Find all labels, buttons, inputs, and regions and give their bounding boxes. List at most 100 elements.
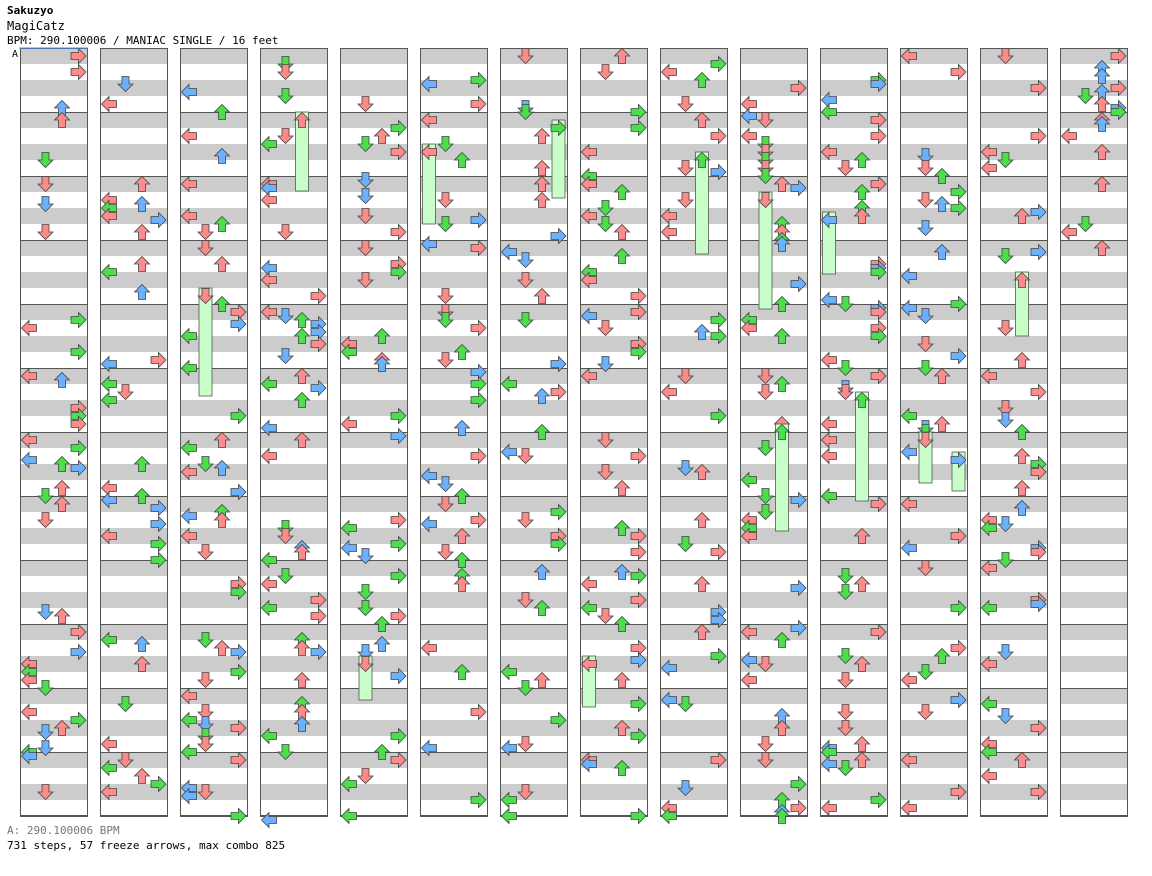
beat-stripe <box>260 784 328 800</box>
beat-stripe <box>740 80 808 96</box>
beat-stripe <box>260 272 328 288</box>
beat-stripe <box>740 400 808 416</box>
column-border <box>900 48 968 816</box>
beat-stripe <box>660 528 728 544</box>
beat-stripe <box>100 624 168 640</box>
beat-stripe <box>740 464 808 480</box>
step-arrow-left <box>981 768 997 784</box>
step-arrow-up <box>214 640 230 656</box>
beat-stripe <box>260 496 328 512</box>
beat-stripe <box>260 624 328 640</box>
beat-stripe <box>820 784 888 800</box>
beat-stripe <box>1060 80 1128 96</box>
step-arrow-right <box>790 800 807 816</box>
beat-stripe <box>180 176 248 192</box>
beat-stripe <box>340 144 408 160</box>
beat-stripe <box>500 784 568 800</box>
beat-stripe <box>180 688 248 704</box>
step-arrow-up <box>854 576 870 592</box>
beat-stripe <box>340 112 408 128</box>
beat-stripe <box>260 48 328 64</box>
step-arrow-left <box>661 64 677 80</box>
beat-stripe <box>660 752 728 768</box>
beat-stripe <box>260 688 328 704</box>
beat-stripe <box>660 304 728 320</box>
beat-stripe <box>420 496 488 512</box>
column-border <box>260 48 328 816</box>
beat-stripe <box>180 240 248 256</box>
beat-stripe <box>100 80 168 96</box>
beat-stripe <box>180 496 248 512</box>
song-title: MagiCatz <box>7 19 65 33</box>
step-arrow-down <box>437 288 454 304</box>
beat-stripe <box>580 112 648 128</box>
beat-stripe <box>100 336 168 352</box>
beat-stripe <box>820 368 888 384</box>
beat-stripe <box>420 176 488 192</box>
beat-stripe <box>420 432 488 448</box>
beat-stripe <box>340 560 408 576</box>
step-arrow-up <box>134 768 150 784</box>
step-arrow-up <box>54 608 70 624</box>
beat-stripe <box>660 560 728 576</box>
step-arrow-right <box>470 448 487 464</box>
step-arrow-left <box>341 416 357 432</box>
column-border <box>100 48 168 816</box>
beat-stripe <box>20 144 88 160</box>
beat-stripe <box>580 208 648 224</box>
step-arrow-down <box>437 192 454 208</box>
step-arrow-up <box>934 416 950 432</box>
step-arrow-up <box>1014 352 1030 368</box>
chart-info: BPM: 290.100006 / MANIAC SINGLE / 16 fee… <box>7 34 279 47</box>
beat-stripe <box>500 656 568 672</box>
chart-column <box>660 48 728 824</box>
step-arrow-up <box>134 224 150 240</box>
step-arrow-left <box>21 704 37 720</box>
chart-column <box>500 48 568 824</box>
beat-stripe <box>900 80 968 96</box>
step-arrow-down <box>197 672 214 688</box>
step-arrow-down <box>837 672 854 688</box>
beat-stripe <box>100 560 168 576</box>
beat-stripe <box>420 112 488 128</box>
beat-stripe <box>20 688 88 704</box>
beat-stripe <box>580 144 648 160</box>
beat-stripe <box>420 272 488 288</box>
beat-stripe <box>580 592 648 608</box>
step-arrow-up <box>134 256 150 272</box>
beat-stripe <box>20 560 88 576</box>
beat-stripe <box>500 304 568 320</box>
step-arrow-down <box>517 736 534 752</box>
beat-stripe <box>340 688 408 704</box>
beat-stripe <box>180 144 248 160</box>
beat-stripe <box>420 304 488 320</box>
beat-stripe <box>260 80 328 96</box>
step-arrow-up <box>214 256 230 272</box>
chart-column <box>1060 48 1128 817</box>
column-border <box>1060 48 1128 816</box>
step-arrow-left <box>261 812 277 828</box>
step-arrow-left <box>261 448 277 464</box>
step-arrow-down <box>437 352 454 368</box>
freeze-arrow <box>855 391 869 502</box>
beat-stripe <box>740 208 808 224</box>
beat-stripe <box>260 144 328 160</box>
beat-stripe <box>100 784 168 800</box>
beat-stripe <box>500 528 568 544</box>
beat-stripe <box>500 592 568 608</box>
beat-stripe <box>1060 784 1128 800</box>
chart-column <box>340 48 408 824</box>
beat-stripe <box>180 48 248 64</box>
chart-column <box>420 48 488 817</box>
step-arrow-up <box>534 288 550 304</box>
beat-stripe <box>1060 272 1128 288</box>
step-arrow-down <box>837 704 854 720</box>
step-arrow-up <box>614 224 630 240</box>
beat-stripe <box>260 528 328 544</box>
beat-stripe <box>20 432 88 448</box>
chart-column <box>180 48 248 824</box>
step-arrow-right <box>310 288 327 304</box>
column-border <box>180 48 248 816</box>
chart-column <box>260 48 328 828</box>
beat-stripe <box>900 336 968 352</box>
